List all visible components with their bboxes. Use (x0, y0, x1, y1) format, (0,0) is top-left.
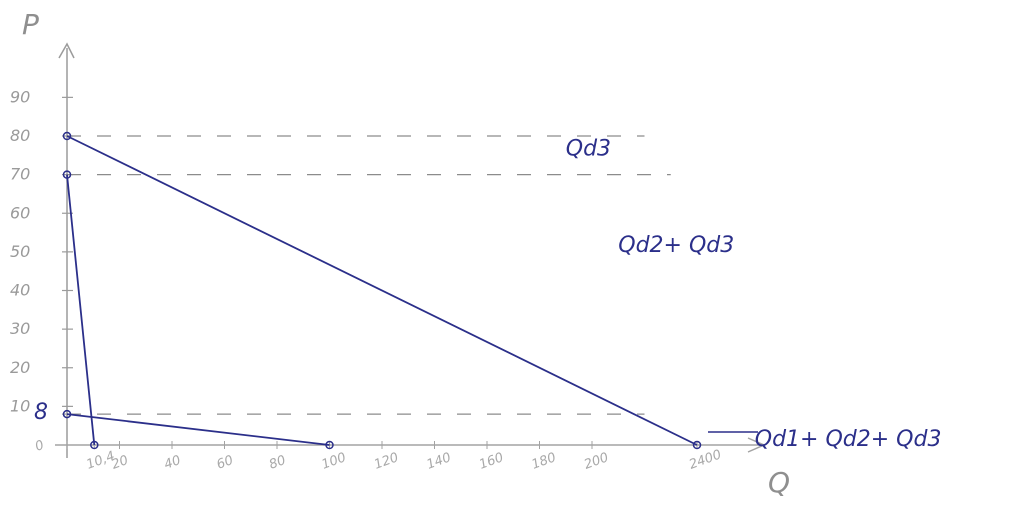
x-tick-label: 60 (215, 453, 236, 473)
segment-end-point (692, 440, 702, 450)
segment-start-point (62, 170, 72, 179)
segment-start-point (62, 409, 72, 419)
x-axis-label: Q (768, 466, 790, 499)
x-tick-label: 80 (267, 453, 288, 473)
demand-segment-bottom (66, 413, 330, 446)
demand-segment-top (66, 135, 698, 446)
y-tick-label: 40 (10, 281, 30, 300)
y-axis-arrow (58, 42, 75, 59)
segment-end-point (90, 440, 99, 450)
x-tick-label: 100 (320, 450, 348, 473)
x-tick-label: 160 (477, 450, 505, 473)
region-annotation: Qd2+ Qd3 (618, 233, 734, 258)
region-annotation: Qd3 (566, 136, 611, 161)
y-tick-label: 30 (10, 319, 30, 338)
x-tick-label: 40 (162, 453, 183, 473)
x-tick-label: 200 (582, 450, 610, 473)
y-tick-label: 90 (10, 87, 30, 106)
x-tick-label: 120 (372, 450, 400, 473)
y-tick-label: 8 (34, 400, 48, 425)
x-tick-label: 180 (530, 450, 558, 473)
x-tick-label: 140 (425, 450, 453, 473)
y-tick-label: 80 (10, 126, 30, 145)
segment-end-point (325, 440, 334, 450)
y-tick-label: 70 (10, 165, 30, 184)
y-tick-label: 60 (10, 203, 30, 222)
x-axis-arrow (747, 437, 766, 453)
region-annotation: Qd1+ Qd2+ Qd3 (755, 427, 942, 452)
x-tick-label: 0 (33, 438, 46, 455)
y-tick-label: 20 (10, 358, 30, 377)
x-tick-label: 2400 (687, 447, 723, 472)
y-tick-label: 50 (10, 242, 30, 261)
demand-segment-steep (66, 174, 96, 446)
y-tick-label: 10 (10, 396, 30, 415)
y-axis-label: P (22, 8, 39, 41)
x-tick-label: 20 (110, 453, 131, 473)
segment-start-point (62, 131, 72, 141)
